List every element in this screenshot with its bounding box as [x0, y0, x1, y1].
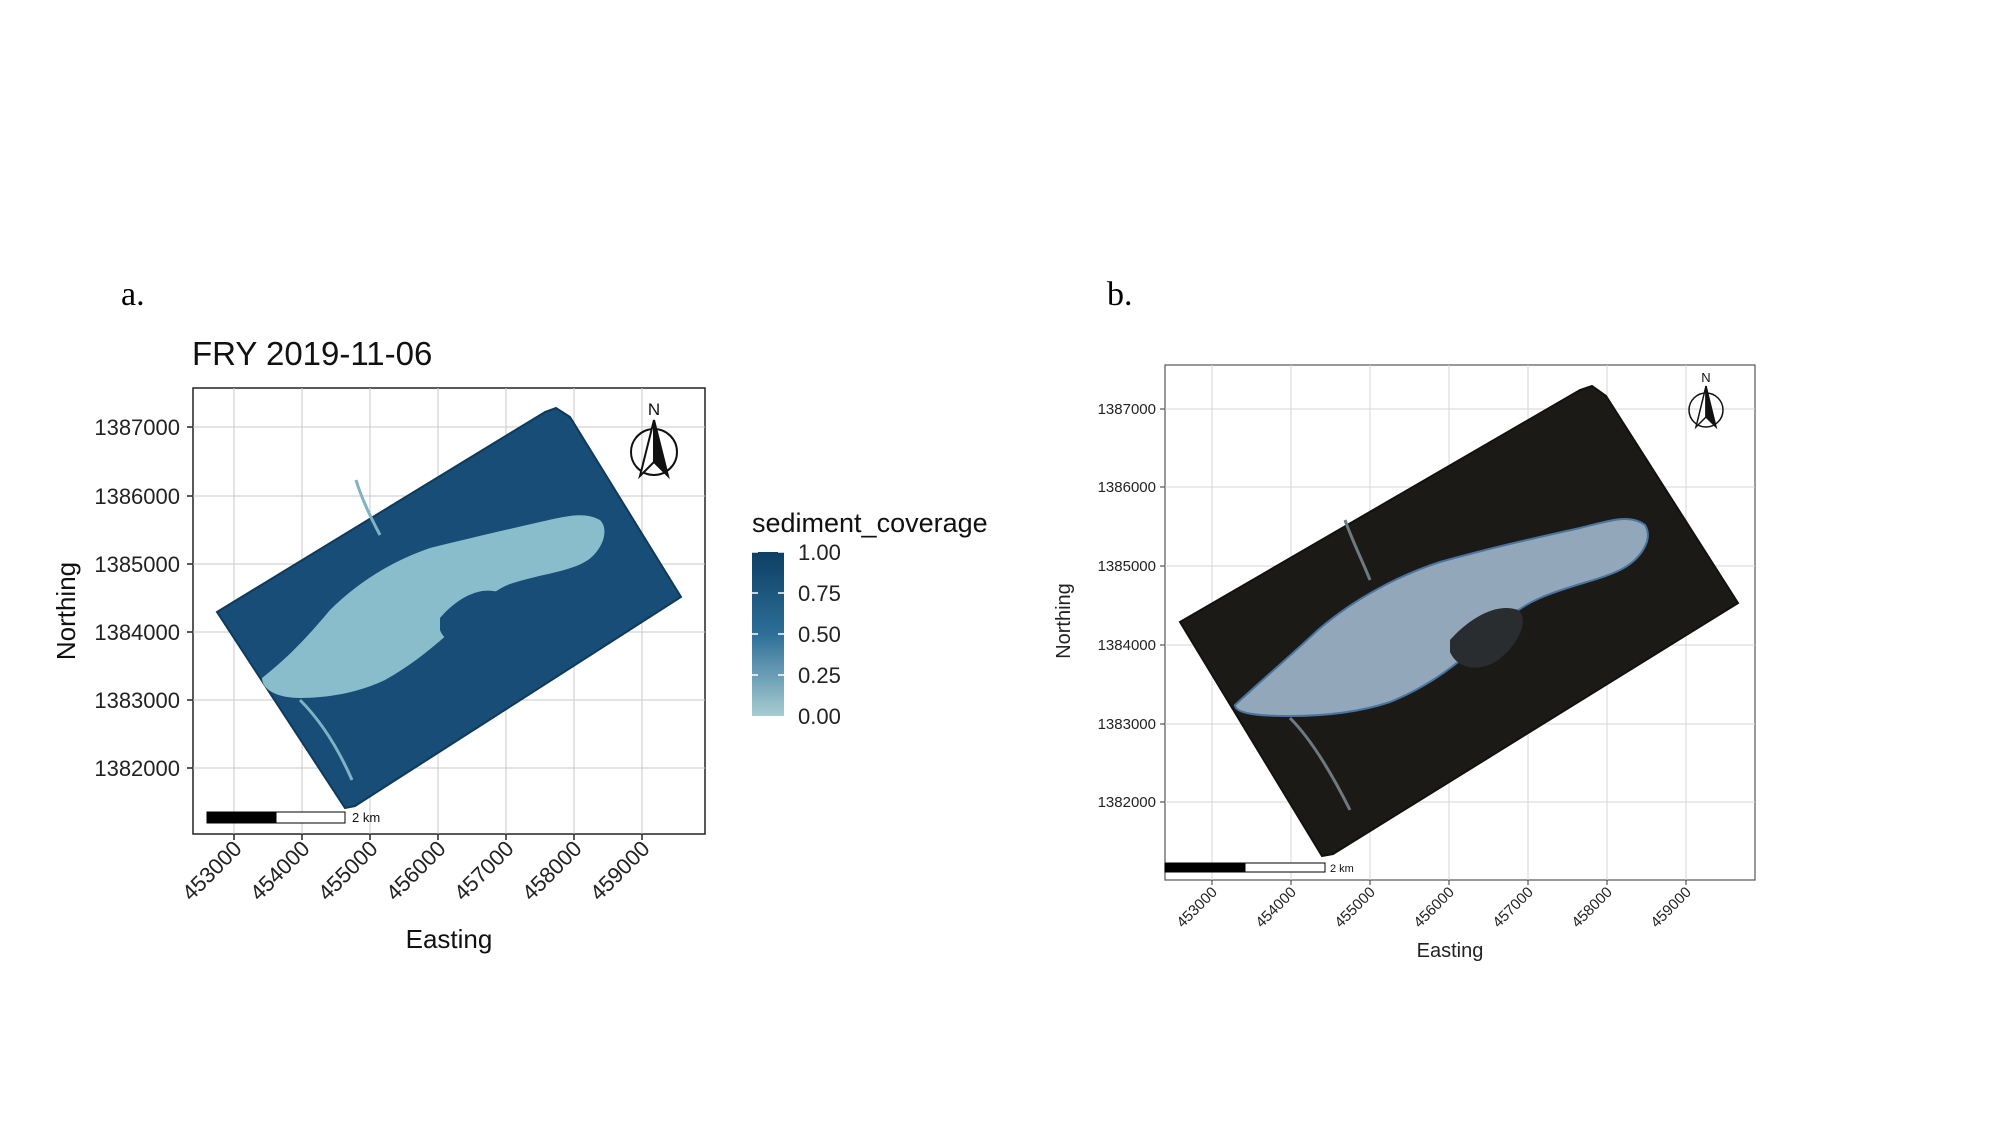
legend-label: 0.75: [798, 581, 841, 606]
y-tick-label: 1383000: [1098, 716, 1156, 733]
x-tick-label: 456000: [381, 836, 451, 906]
channel-dark: [1450, 608, 1523, 668]
legend-label: 1.00: [798, 540, 841, 565]
channel-dark: [440, 590, 504, 644]
x-tick-label: 454000: [1252, 884, 1299, 931]
north-arrow-icon: [1688, 385, 1724, 430]
scale-bar-label: 2 km: [1330, 863, 1354, 875]
north-arrow-icon: [630, 419, 678, 480]
river-channel: [1288, 519, 1372, 811]
y-tick-label: 1385000: [94, 552, 180, 577]
x-tick-label: 453000: [177, 836, 247, 906]
x-tick-label: 458000: [517, 836, 587, 906]
x-tick-label: 455000: [1331, 884, 1378, 931]
legend-title: sediment_coverage: [752, 508, 988, 538]
panel-b-letter: b.: [1107, 276, 1133, 313]
legend-label: 0.50: [798, 622, 841, 647]
x-tick-label: 454000: [245, 836, 315, 906]
sediment-area: [262, 515, 605, 698]
x-axis: [233, 834, 643, 840]
y-tick-label: 1387000: [1098, 401, 1156, 418]
x-tick-label: 459000: [1647, 884, 1694, 931]
x-tick-label: 456000: [1410, 884, 1457, 931]
x-tick-label: 453000: [1173, 884, 1220, 931]
y-tick-label: 1382000: [1098, 794, 1156, 811]
y-axis: [1160, 408, 1165, 803]
y-tick-label: 1382000: [94, 756, 180, 781]
panel-a-map: FRY 2019-11-06 1387000 1386000 1385000 1…: [51, 335, 988, 954]
y-axis-label: Northing: [51, 562, 81, 660]
y-axis-label: Northing: [1053, 583, 1075, 659]
y-tick-label: 1384000: [1098, 637, 1156, 654]
legend-label: 0.25: [798, 663, 841, 688]
y-axis: [187, 426, 193, 769]
x-tick-label: 457000: [449, 836, 519, 906]
river-channel: [298, 479, 382, 781]
x-tick-label: 458000: [1568, 884, 1615, 931]
x-tick-label: 459000: [585, 836, 655, 906]
x-tick-label: 455000: [313, 836, 383, 906]
x-axis-label: Easting: [1417, 940, 1484, 962]
scale-bar: [1164, 862, 1326, 873]
map-title: FRY 2019-11-06: [192, 335, 432, 372]
north-label: N: [1701, 370, 1710, 385]
y-tick-label: 1383000: [94, 688, 180, 713]
sediment-area: [1233, 518, 1649, 718]
panel-a-letter: a.: [121, 276, 145, 313]
y-tick-label: 1386000: [94, 484, 180, 509]
panel-b-map: 1387000 1386000 1385000 1384000 1383000 …: [1053, 364, 1756, 962]
x-tick-label: 457000: [1489, 884, 1536, 931]
scale-bar: [206, 811, 346, 824]
legend-label: 0.00: [798, 704, 841, 729]
x-axis-label: Easting: [406, 924, 493, 954]
x-axis: [1211, 880, 1687, 885]
north-label: N: [648, 400, 660, 419]
y-tick-label: 1385000: [1098, 558, 1156, 575]
y-tick-label: 1384000: [94, 620, 180, 645]
y-tick-label: 1386000: [1098, 479, 1156, 496]
scale-bar-label: 2 km: [352, 810, 380, 825]
y-tick-label: 1387000: [94, 415, 180, 440]
